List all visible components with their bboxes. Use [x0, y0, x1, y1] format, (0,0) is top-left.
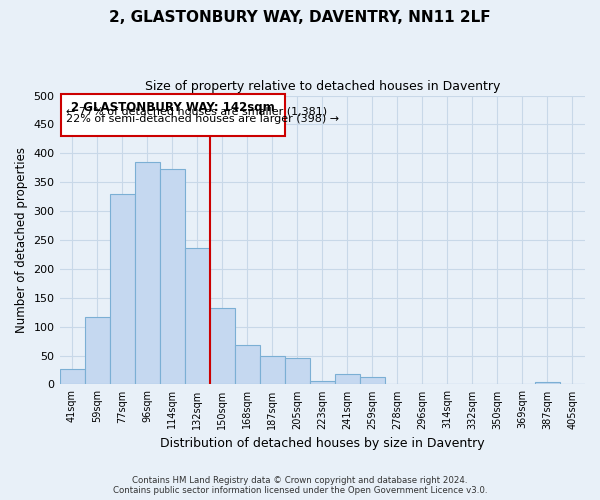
Bar	[85, 318, 110, 384]
Text: Contains HM Land Registry data © Crown copyright and database right 2024.
Contai: Contains HM Land Registry data © Crown c…	[113, 476, 487, 495]
Bar	[310, 381, 335, 384]
FancyBboxPatch shape	[61, 94, 285, 136]
Bar	[235, 345, 260, 385]
Bar	[260, 356, 285, 384]
Text: 2, GLASTONBURY WAY, DAVENTRY, NN11 2LF: 2, GLASTONBURY WAY, DAVENTRY, NN11 2LF	[109, 10, 491, 25]
Bar	[360, 378, 385, 384]
Bar	[335, 374, 360, 384]
Bar	[209, 308, 235, 384]
Bar	[59, 369, 85, 384]
Bar	[535, 382, 560, 384]
Bar	[285, 358, 310, 384]
Bar	[134, 162, 160, 384]
X-axis label: Distribution of detached houses by size in Daventry: Distribution of detached houses by size …	[160, 437, 485, 450]
Bar	[185, 248, 209, 384]
Bar	[160, 169, 185, 384]
Text: ← 77% of detached houses are smaller (1,381): ← 77% of detached houses are smaller (1,…	[66, 106, 327, 117]
Text: 22% of semi-detached houses are larger (398) →: 22% of semi-detached houses are larger (…	[66, 114, 339, 124]
Bar	[110, 194, 134, 384]
Title: Size of property relative to detached houses in Daventry: Size of property relative to detached ho…	[145, 80, 500, 93]
Text: 2 GLASTONBURY WAY: 142sqm: 2 GLASTONBURY WAY: 142sqm	[71, 101, 275, 114]
Y-axis label: Number of detached properties: Number of detached properties	[15, 147, 28, 333]
